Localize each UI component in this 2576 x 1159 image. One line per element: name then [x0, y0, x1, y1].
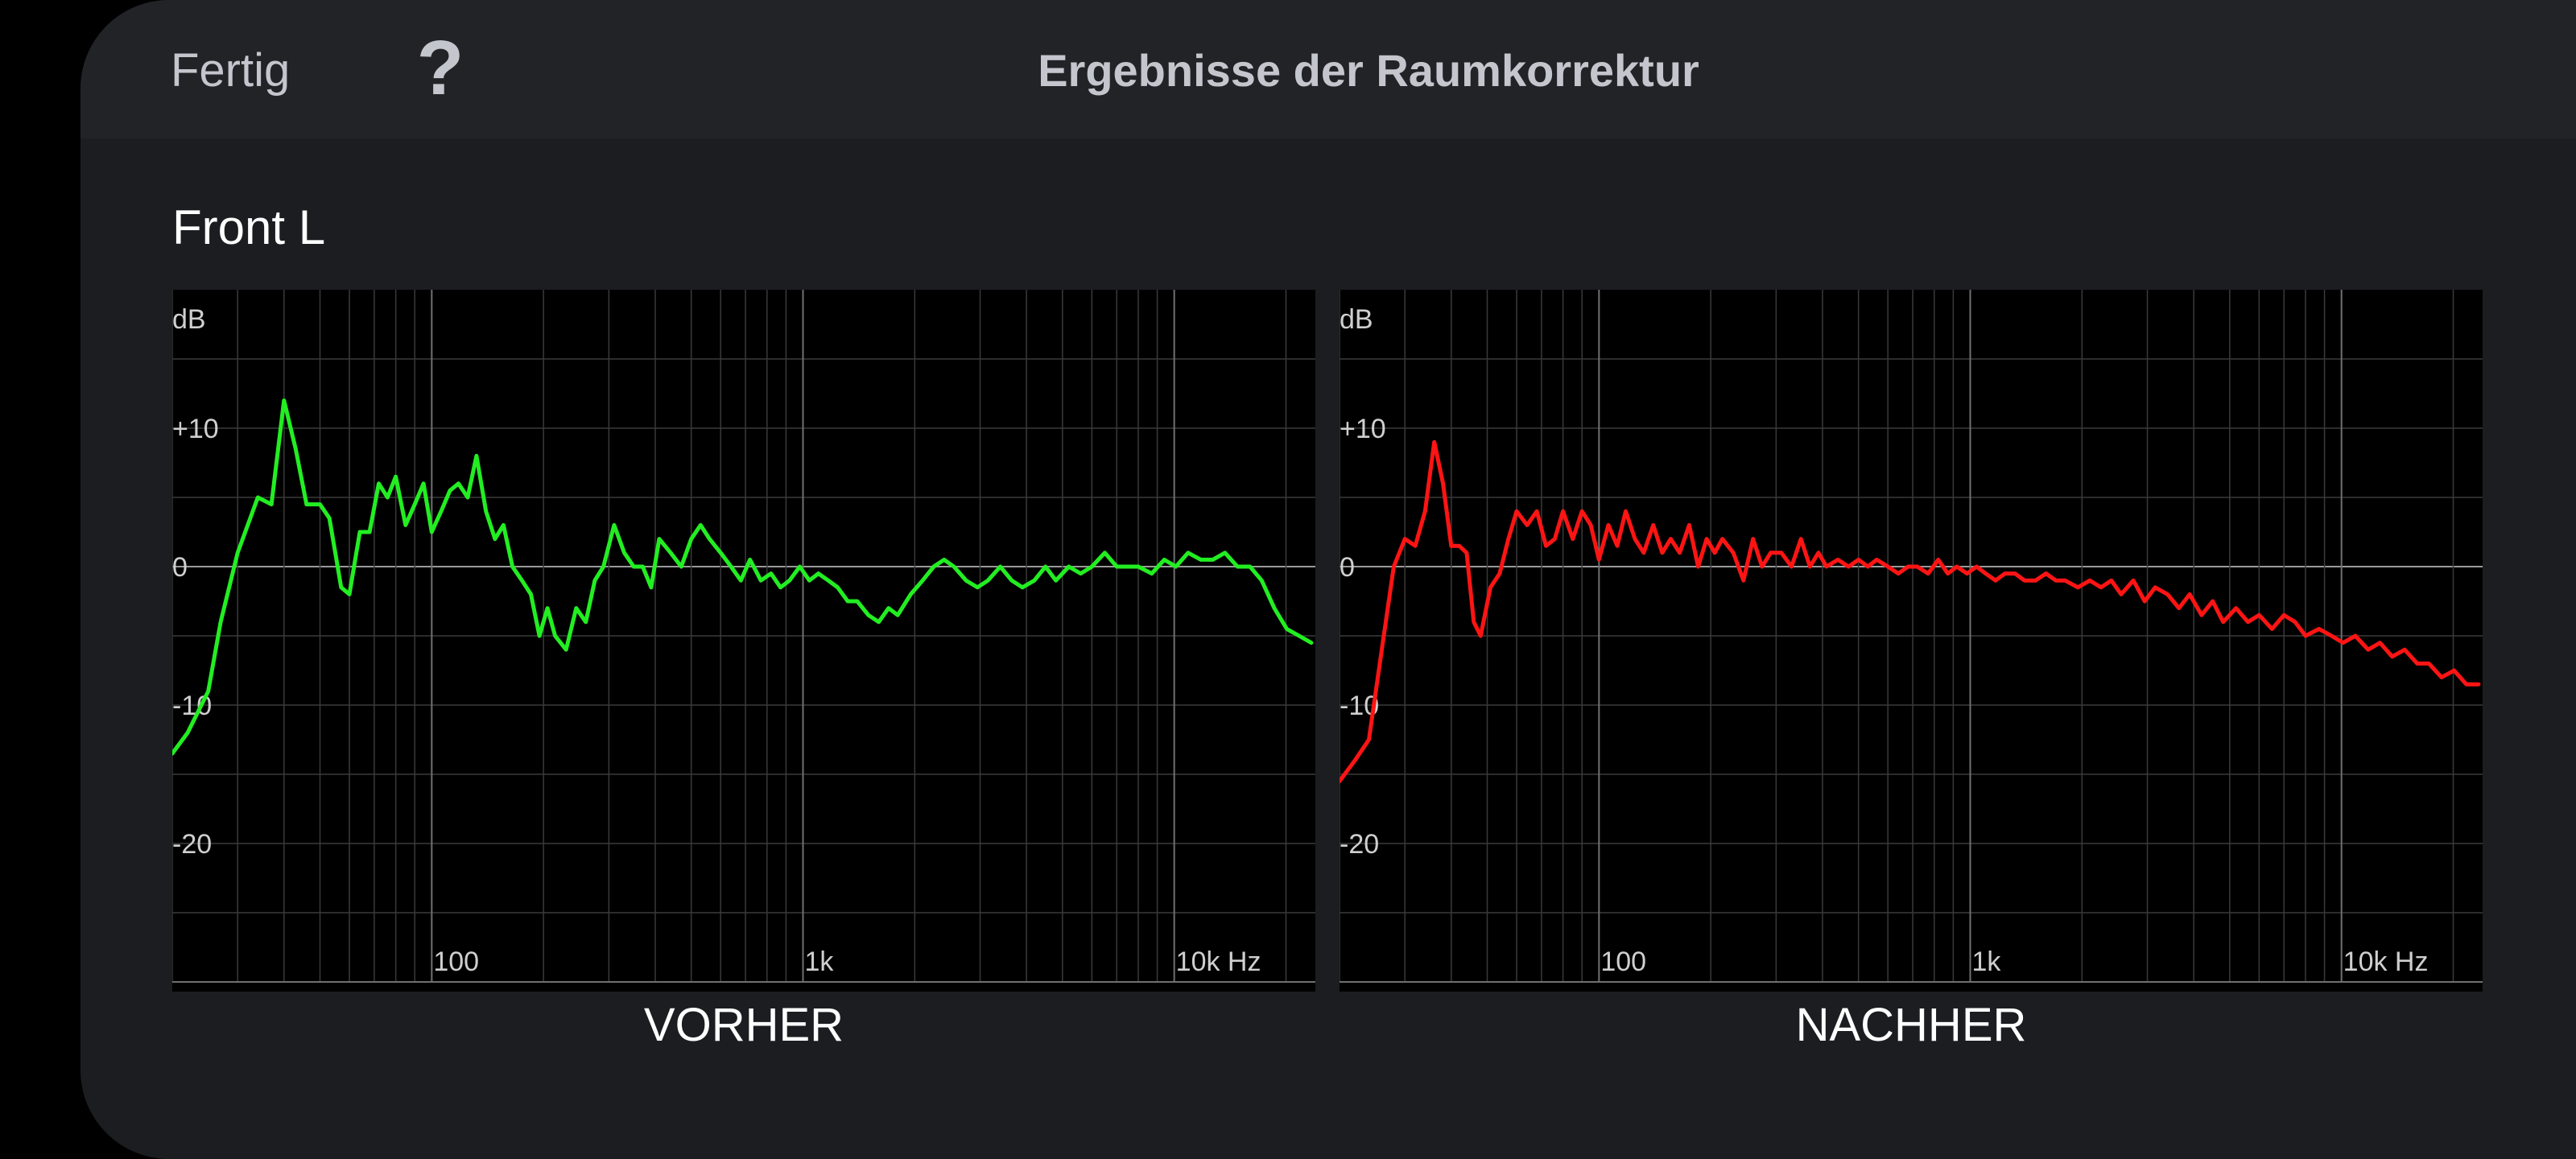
- y-tick-label: +10: [1340, 414, 1386, 444]
- y-axis-label: dB: [172, 304, 206, 335]
- x-tick-label: 1k: [804, 947, 834, 977]
- after-graph-caption: NACHHER: [1795, 999, 2027, 1051]
- y-tick-label: 0: [1340, 552, 1355, 583]
- x-tick-label: 10k Hz: [2343, 947, 2429, 977]
- x-tick-label: 100: [1600, 947, 1646, 977]
- y-tick-label: -20: [172, 829, 212, 860]
- help-icon[interactable]: ?: [416, 25, 464, 111]
- y-tick-label: -20: [1340, 829, 1379, 860]
- done-button[interactable]: Fertig: [171, 44, 291, 97]
- before-graph: dB +10 0 -10 -20 100 1k 10k Hz: [172, 290, 1315, 992]
- before-response-line: [172, 398, 1314, 756]
- x-tick-label: 1k: [1971, 947, 2001, 977]
- results-panel: Fertig ? Ergebnisse der Raumkorrektur Fr…: [80, 0, 2576, 1159]
- after-response-line: [1340, 439, 2481, 784]
- channel-title: Front L: [172, 200, 326, 254]
- x-tick-label: 100: [433, 947, 479, 977]
- y-tick-label: 0: [172, 552, 188, 583]
- header-bar: Fertig ? Ergebnisse der Raumkorrektur: [80, 0, 2576, 138]
- after-graph: dB +10 0 -10 -20 100 1k 10k Hz: [1340, 290, 2483, 992]
- y-tick-label: +10: [172, 414, 219, 444]
- y-axis-label: dB: [1340, 304, 1373, 335]
- x-tick-label: 10k Hz: [1176, 947, 1261, 977]
- page-title: Ergebnisse der Raumkorrektur: [1038, 45, 1699, 96]
- before-graph-caption: VORHER: [643, 999, 844, 1051]
